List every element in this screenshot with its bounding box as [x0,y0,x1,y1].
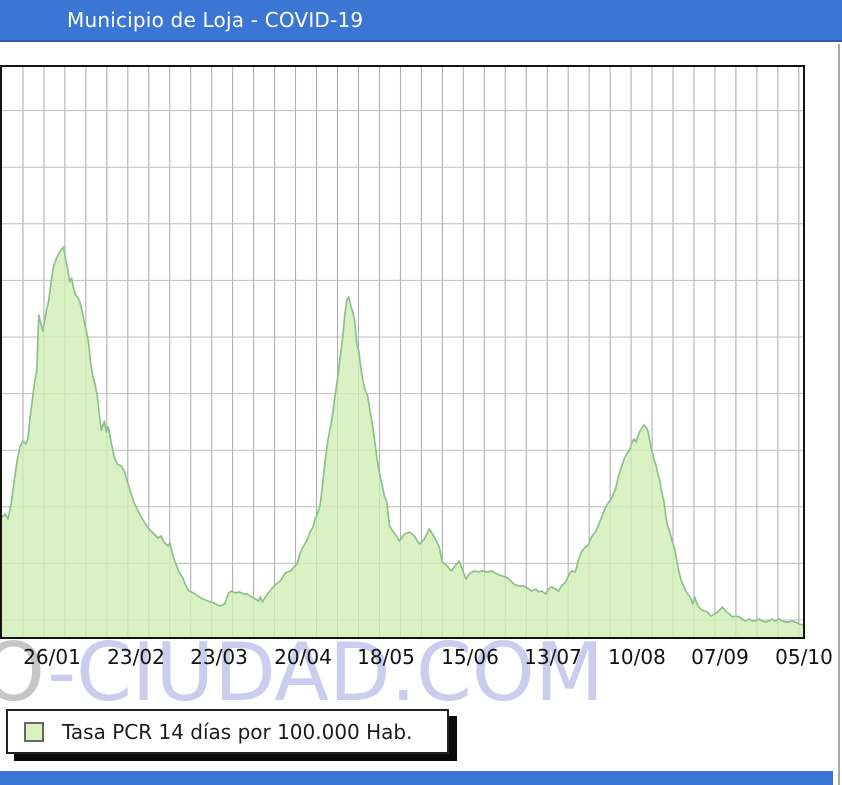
watermark-text: -CIUDAD.COM [47,626,604,719]
x-tick-label: 23/03 [190,645,248,669]
x-tick-label: 10/08 [608,645,666,669]
x-axis-labels: 26/01 23/02 23/03 20/04 18/05 15/06 13/07 10/08… [0,645,842,671]
title-bar: Municipio de Loja - COVID-19 [0,0,842,42]
x-tick-label: 13/07 [524,645,582,669]
x-tick-label: 18/05 [357,645,415,669]
x-tick-label: 07/09 [691,645,749,669]
series-line [2,246,803,626]
area-fill [2,247,803,637]
legend-swatch-icon [24,721,44,742]
legend-label: Tasa PCR 14 días por 100.000 Hab. [62,719,413,744]
x-tick-label: 05/10 [775,645,833,669]
x-tick-label: 20/04 [274,645,332,669]
page-right-border [838,44,840,785]
footer-bar [0,771,833,785]
pcr-rate-area-chart [2,67,803,637]
chart-area [0,65,805,639]
page-title: Municipio de Loja - COVID-19 [67,8,364,32]
watermark-prefix: O [0,626,48,719]
x-tick-label: 15/06 [441,645,499,669]
x-tick-label: 26/01 [23,645,81,669]
x-tick-label: 23/02 [107,645,165,669]
watermark: O-CIUDAD.COM [0,633,604,713]
legend-box: Tasa PCR 14 días por 100.000 Hab. [6,709,449,754]
